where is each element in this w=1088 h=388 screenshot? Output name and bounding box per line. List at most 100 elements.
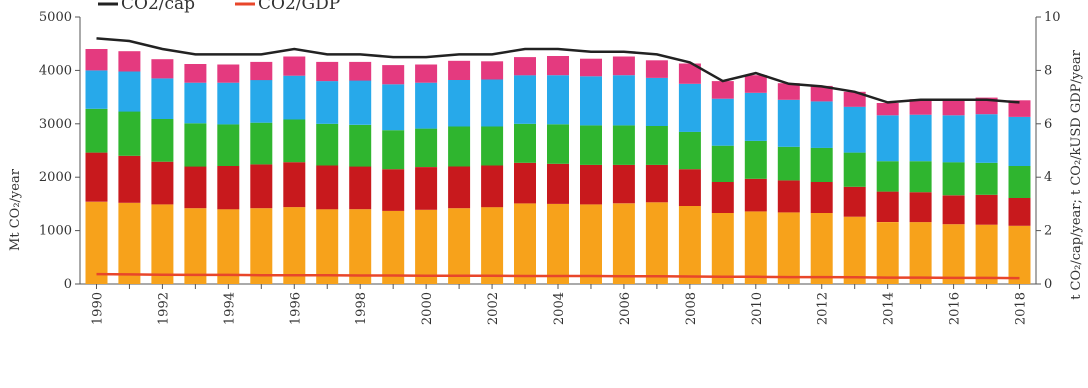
bar-segment bbox=[85, 108, 108, 153]
bar-segment bbox=[217, 166, 240, 210]
left-tick-label: 5000 bbox=[39, 10, 72, 25]
x-tick-label: 1994 bbox=[222, 292, 237, 325]
bars-layer bbox=[85, 49, 1031, 284]
y2-axis-title: t CO₂/cap/year; t CO₂/kUSD GDP/year bbox=[1069, 49, 1084, 299]
right-tick-label: 8 bbox=[1044, 63, 1052, 78]
bar-segment bbox=[975, 194, 998, 225]
bar-segment bbox=[184, 166, 207, 209]
bar-segment bbox=[744, 211, 767, 284]
bar-segment bbox=[777, 180, 800, 213]
bar-segment bbox=[85, 49, 108, 71]
bar-segment bbox=[810, 101, 833, 148]
bar-segment bbox=[645, 77, 668, 126]
bar-segment bbox=[448, 60, 471, 80]
bar-segment bbox=[514, 162, 536, 204]
bar-segment bbox=[876, 103, 899, 116]
bar-segment bbox=[316, 81, 339, 124]
bar-segment bbox=[744, 92, 767, 141]
bar-segment bbox=[547, 163, 569, 204]
bar-segment bbox=[843, 152, 866, 187]
bar-segment bbox=[1008, 100, 1031, 117]
bar-segment bbox=[382, 169, 405, 211]
bar-segment bbox=[382, 210, 405, 284]
bar-segment bbox=[349, 124, 372, 167]
series-line bbox=[96, 37, 1020, 104]
bar-segment bbox=[382, 130, 405, 170]
bar-segment bbox=[250, 80, 273, 123]
bar-segment bbox=[942, 195, 965, 225]
bar-segment bbox=[514, 203, 536, 284]
bar-segment bbox=[744, 75, 767, 93]
y-axis-title: Mt CO₂/year bbox=[8, 168, 23, 251]
bar-segment bbox=[448, 166, 471, 209]
bar-segment bbox=[151, 119, 174, 162]
bar-segment bbox=[612, 125, 635, 165]
bar-segment bbox=[118, 202, 141, 284]
bar-segment bbox=[217, 82, 240, 125]
right-tick-label: 0 bbox=[1044, 277, 1052, 292]
bar-segment bbox=[942, 115, 965, 163]
bar-segment bbox=[316, 123, 339, 166]
bar-segment bbox=[514, 75, 536, 124]
bar-segment bbox=[678, 83, 701, 132]
x-tick-label: 1998 bbox=[354, 292, 369, 325]
bar-segment bbox=[612, 75, 635, 126]
bar-segment bbox=[580, 76, 602, 126]
bar-segment bbox=[777, 146, 800, 181]
x-tick-label: 2010 bbox=[750, 292, 765, 325]
left-tick-label: 1000 bbox=[39, 224, 72, 239]
bar-segment bbox=[250, 61, 273, 81]
bar-segment bbox=[876, 222, 899, 284]
bar-segment bbox=[810, 85, 833, 102]
bar-segment bbox=[975, 114, 998, 163]
x-tick-label: 2000 bbox=[420, 292, 435, 325]
bar-segment bbox=[547, 75, 569, 125]
bar-segment bbox=[316, 165, 339, 210]
bar-segment bbox=[975, 162, 998, 195]
bar-segment bbox=[481, 207, 504, 284]
left-axis-ticks: 0 1000 2000 3000 4000 5000 bbox=[39, 10, 80, 292]
bar-segment bbox=[645, 60, 668, 78]
bar-segment bbox=[184, 64, 207, 83]
left-tick-label: 3000 bbox=[39, 117, 72, 132]
bar-segment bbox=[283, 75, 306, 120]
bar-segment bbox=[184, 82, 207, 124]
left-tick-label: 4000 bbox=[39, 63, 72, 78]
bar-segment bbox=[118, 51, 141, 72]
bar-segment bbox=[85, 201, 108, 284]
bar-segment bbox=[942, 224, 965, 284]
bar-segment bbox=[645, 202, 668, 284]
bar-segment bbox=[382, 84, 405, 131]
legend-label-co2-gdp: CO2/GDP bbox=[258, 0, 340, 14]
bar-segment bbox=[514, 57, 536, 76]
x-tick-label: 2016 bbox=[948, 292, 963, 325]
bar-segment bbox=[678, 206, 701, 284]
bar-segment bbox=[448, 126, 471, 167]
bar-segment bbox=[316, 61, 339, 82]
bar-segment bbox=[118, 155, 141, 203]
bar-segment bbox=[645, 164, 668, 203]
x-tick-label: 2002 bbox=[486, 292, 501, 325]
bar-segment bbox=[481, 79, 504, 127]
bar-segment bbox=[382, 65, 405, 85]
bar-segment bbox=[612, 164, 635, 204]
legend: CO2/cap CO2/GDP bbox=[98, 0, 340, 14]
bar-segment bbox=[481, 126, 504, 166]
x-tick-label: 2008 bbox=[684, 292, 699, 325]
bar-segment bbox=[151, 204, 174, 284]
bar-segment bbox=[645, 125, 668, 165]
bar-segment bbox=[118, 111, 141, 156]
bar-segment bbox=[612, 203, 635, 284]
bar-segment bbox=[711, 145, 734, 182]
x-tick-label: 2006 bbox=[618, 292, 633, 325]
bar-segment bbox=[283, 207, 306, 284]
left-tick-label: 0 bbox=[64, 277, 72, 292]
bar-segment bbox=[843, 186, 866, 217]
bar-segment bbox=[349, 80, 372, 125]
bar-segment bbox=[415, 64, 438, 83]
bar-segment bbox=[843, 216, 866, 284]
bar-segment bbox=[580, 58, 602, 77]
x-tick-label: 2018 bbox=[1014, 292, 1029, 325]
